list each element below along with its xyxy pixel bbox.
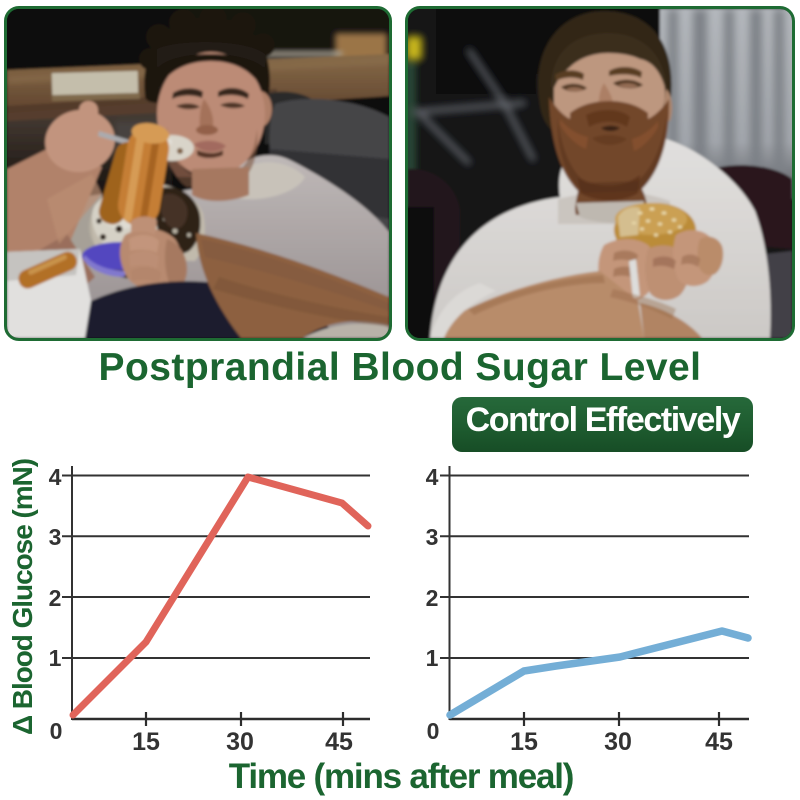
- svg-text:2: 2: [49, 585, 62, 611]
- svg-text:3: 3: [49, 524, 62, 550]
- svg-text:0: 0: [427, 718, 440, 744]
- svg-text:4: 4: [49, 464, 62, 490]
- svg-text:1: 1: [426, 645, 439, 671]
- svg-text:30: 30: [604, 728, 632, 756]
- svg-text:15: 15: [510, 728, 538, 756]
- svg-text:2: 2: [426, 585, 439, 611]
- svg-text:30: 30: [226, 728, 254, 756]
- svg-text:4: 4: [426, 464, 439, 490]
- svg-text:3: 3: [426, 524, 439, 550]
- svg-text:45: 45: [705, 728, 733, 756]
- svg-text:1: 1: [49, 645, 62, 671]
- svg-text:45: 45: [325, 728, 353, 756]
- svg-text:15: 15: [132, 728, 160, 756]
- svg-text:0: 0: [50, 718, 63, 744]
